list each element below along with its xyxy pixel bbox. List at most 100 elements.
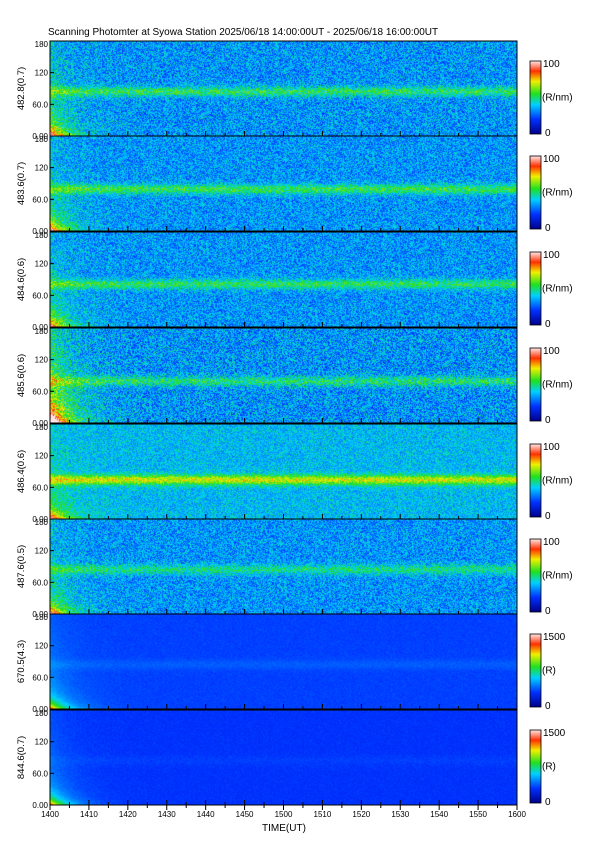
y-tick-label: 180 [35,40,49,49]
y-tick-label: 120 [35,642,49,651]
heatmap-3 [50,328,517,423]
y-tick-label: 0.00 [32,227,48,236]
y-tick-label: 60.0 [32,483,48,492]
colorbar-max-label: 100 [543,59,560,70]
panel-6: 0.00 60.0 120 180 670.5(4.3) 1500 (R) 0 [16,613,566,714]
x-tick-label: 1510 [314,810,332,819]
panel-2: 0.00 60.0 120 180 484.6(0.6) 100 (R/nm) 0 [16,231,573,332]
x-tick-label: 1500 [275,810,293,819]
heatmap-2 [50,232,517,327]
colorbar [529,155,542,230]
y-axis-label: 485.6(0.6) [16,354,27,397]
colorbar-min-label: 0 [545,128,551,139]
y-tick-label: 120 [35,452,49,461]
y-axis-label: 482.8(0.7) [16,67,27,110]
y-axis-label: 487.6(0.5) [16,545,27,588]
x-tick-label: 1550 [469,810,487,819]
y-tick-label: 180 [35,709,49,718]
x-axis: 1400 1410 1420 1430 1440 1450 1500 1510 1520 1530… [41,810,526,819]
y-tick-label: 180 [35,423,49,432]
colorbar [529,347,542,422]
y-tick-label: 180 [35,518,49,527]
colorbar-max-label: 100 [543,154,560,165]
x-tick-label: 1440 [197,810,215,819]
x-tick-label: 1410 [80,810,98,819]
panel-1: 0.00 60.0 120 180 483.6(0.7) 100 (R/nm) 0 [16,135,573,236]
heatmap-4 [50,424,517,519]
colorbar-unit-label: (R/nm) [542,476,573,487]
colorbar [529,60,542,135]
y-tick-label: 180 [35,231,49,240]
y-tick-label: 0.00 [32,132,48,141]
y-axis-label: 484.6(0.6) [16,258,27,301]
y-tick-label: 180 [35,327,49,336]
panel-5: 0.00 60.0 120 180 487.6(0.5) 100 (R/nm) 0 [16,518,573,619]
heatmap-6 [50,614,517,709]
y-tick-label: 60.0 [32,195,48,204]
y-tick-label: 120 [35,164,49,173]
colorbar [529,443,542,518]
colorbar-max-label: 100 [543,346,560,357]
x-tick-label: 1420 [119,810,137,819]
heatmap-1 [50,136,517,231]
y-tick-label: 0.00 [32,801,48,810]
x-tick-label: 1600 [508,810,526,819]
colorbar-min-label: 0 [545,606,551,617]
y-tick-label: 120 [35,356,49,365]
y-tick-label: 0.00 [32,419,48,428]
colorbar-unit-label: (R/nm) [542,380,573,391]
colorbar-unit-label: (R) [542,666,556,677]
colorbar-min-label: 0 [545,319,551,330]
heatmap-0 [50,41,517,136]
colorbar-max-label: 100 [543,250,560,261]
colorbar [529,251,542,326]
colorbar-min-label: 0 [545,223,551,234]
y-tick-label: 120 [35,69,49,78]
panel-0: 0.00 60.0 120 180 482.8(0.7) 100 (R/nm) 0 [16,40,573,141]
y-tick-label: 180 [35,613,49,622]
y-axis-label: 483.6(0.7) [16,162,27,205]
y-tick-label: 60.0 [32,387,48,396]
colorbar-max-label: 1500 [543,632,566,643]
chart-title: Scanning Photomter at Syowa Station 2025… [48,27,438,38]
y-tick-label: 60.0 [32,100,48,109]
colorbar-max-label: 1500 [543,728,566,739]
y-tick-label: 60.0 [32,578,48,587]
y-tick-label: 120 [35,260,49,269]
y-axis-label: 844.6(0.7) [16,736,27,779]
y-tick-label: 60.0 [32,769,48,778]
x-axis-label: TIME(UT) [262,823,306,834]
y-tick-label: 120 [35,547,49,556]
panels: 0.00 60.0 120 180 482.8(0.7) 100 (R/nm) 0 0.00 60… [16,40,573,810]
colorbar [529,538,542,613]
y-tick-label: 180 [35,135,49,144]
y-tick-label: 60.0 [32,291,48,300]
colorbar-min-label: 0 [545,511,551,522]
colorbar [529,729,542,804]
colorbar-unit-label: (R/nm) [542,284,573,295]
heatmap-5 [50,519,517,614]
colorbar-unit-label: (R) [542,762,556,773]
x-tick-label: 1450 [236,810,254,819]
colorbar [529,633,542,708]
colorbar-max-label: 100 [543,442,560,453]
y-tick-label: 0.00 [32,610,48,619]
colorbar-unit-label: (R/nm) [542,571,573,582]
panel-3: 0.00 60.0 120 180 485.6(0.6) 100 (R/nm) 0 [16,327,573,428]
x-tick-label: 1430 [158,810,176,819]
colorbar-unit-label: (R/nm) [542,188,573,199]
colorbar-min-label: 0 [545,701,551,712]
y-tick-label: 60.0 [32,673,48,682]
colorbar-unit-label: (R/nm) [542,93,573,104]
y-tick-label: 120 [35,738,49,747]
y-tick-label: 0.00 [32,705,48,714]
y-tick-label: 0.00 [32,323,48,332]
x-tick-label: 1540 [430,810,448,819]
colorbar-min-label: 0 [545,797,551,808]
panel-4: 0.00 60.0 120 180 486.4(0.6) 100 (R/nm) 0 [16,423,573,524]
x-tick-label: 1520 [352,810,370,819]
colorbar-max-label: 100 [543,537,560,548]
x-tick-label: 1530 [391,810,409,819]
x-tick-label: 1400 [41,810,59,819]
